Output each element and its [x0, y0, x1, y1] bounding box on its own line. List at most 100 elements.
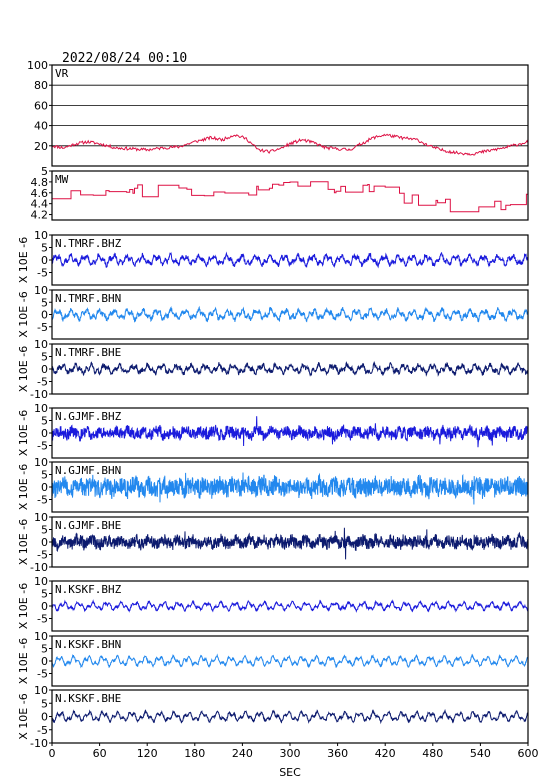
y-tick-label: -5: [37, 440, 48, 453]
y-tick-label: 5: [41, 643, 48, 656]
y-axis-label: X 10E -6: [17, 464, 30, 510]
y-tick-label: 5: [41, 242, 48, 255]
y-tick-label: -10: [30, 388, 48, 401]
x-tick-label: 480: [422, 747, 443, 760]
series-line: [52, 527, 528, 560]
y-tick-label: 5: [41, 351, 48, 364]
y-tick-label: -5: [37, 321, 48, 334]
panel-label: N.KSKF.BHE: [55, 692, 121, 705]
y-axis-label: X 10E -6: [17, 237, 30, 283]
y-tick-label: 80: [34, 79, 48, 92]
panel-label: VR: [55, 67, 69, 80]
x-tick-label: 420: [375, 747, 396, 760]
y-tick-label: -5: [37, 724, 48, 737]
y-tick-label: 10: [34, 575, 48, 588]
y-axis-label: X 10E -6: [17, 346, 30, 392]
x-tick-label: 600: [518, 747, 539, 760]
panels: 20406080100VR4.24.44.64.85MW-50510N.TMRF…: [17, 59, 529, 750]
panel-label: N.GJMF.BHZ: [55, 410, 122, 423]
panel-label: N.GJMF.BHN: [55, 464, 121, 477]
y-tick-label: -5: [37, 267, 48, 280]
y-tick-label: 10: [34, 456, 48, 469]
panel-label: N.GJMF.BHE: [55, 519, 121, 532]
series-line: [52, 472, 528, 505]
panel-label: N.KSKF.BHN: [55, 638, 121, 651]
panel-1: 4.24.44.64.85 MW: [31, 165, 529, 222]
y-tick-label: 4.6: [31, 187, 49, 200]
x-axis-label: SEC: [279, 766, 301, 779]
panel-0: 20 40 60 80 100 VR: [27, 59, 529, 167]
y-tick-label: 10: [34, 630, 48, 643]
series-line: [52, 708, 528, 725]
y-tick-label: -10: [30, 737, 48, 750]
y-tick-label: 5: [41, 415, 48, 428]
y-tick-label: 40: [34, 120, 48, 133]
series-line: [52, 599, 528, 613]
series-line: [52, 305, 528, 323]
y-axis-label: X 10E -6: [17, 583, 30, 629]
panel-label: N.TMRF.BHZ: [55, 237, 122, 250]
datetime-header: 2022/08/24 00:10: [62, 51, 187, 66]
x-tick-label: 360: [327, 747, 348, 760]
panel-label: N.TMRF.BHN: [55, 292, 121, 305]
y-tick-label: 100: [27, 59, 48, 72]
x-tick-label: 0: [49, 747, 56, 760]
x-tick-label: 60: [93, 747, 107, 760]
series-line: [52, 133, 528, 156]
series-line: [52, 181, 528, 213]
y-tick-label: 20: [34, 140, 48, 153]
panel-label: MW: [55, 173, 69, 186]
y-tick-label: 10: [34, 229, 48, 242]
y-tick-label: 5: [41, 697, 48, 710]
y-tick-label: 10: [34, 338, 48, 351]
y-axis-label: X 10E -6: [17, 410, 30, 456]
y-axis-label: X 10E -6: [17, 291, 30, 337]
x-tick-label: 240: [232, 747, 253, 760]
y-tick-label: 5: [41, 469, 48, 482]
y-tick-label: 0: [41, 309, 48, 322]
series-line: [52, 416, 528, 448]
y-tick-label: 5: [41, 588, 48, 601]
y-axis-label: X 10E -6: [17, 519, 30, 565]
y-tick-label: 0: [41, 427, 48, 440]
x-tick-label: 180: [184, 747, 205, 760]
y-tick-label: -5: [37, 549, 48, 562]
x-tick-label: 300: [280, 747, 301, 760]
series-line: [52, 360, 528, 377]
y-tick-label: 0: [41, 600, 48, 613]
x-tick-label: 540: [470, 747, 491, 760]
y-tick-label: 60: [34, 99, 48, 112]
panel-frame: [51, 170, 529, 221]
y-tick-label: 4.4: [31, 198, 49, 211]
y-tick-label: -5: [37, 376, 48, 389]
panel-frame: [51, 64, 529, 167]
panel-frame: [51, 234, 529, 286]
x-tick-label: 120: [137, 747, 158, 760]
y-tick-label: -5: [37, 613, 48, 626]
y-tick-label: 5: [41, 165, 48, 178]
y-tick-label: 0: [41, 655, 48, 668]
y-axis-label: X 10E -6: [17, 693, 30, 739]
y-tick-label: 0: [41, 536, 48, 549]
series-line: [52, 653, 528, 669]
panel-label: N.KSKF.BHZ: [55, 583, 122, 596]
y-tick-label: 10: [34, 511, 48, 524]
x-axis: 0 60 120 180 240 300 360 420 480 540 600: [49, 743, 539, 760]
y-tick-label: -10: [30, 561, 48, 574]
y-tick-label: 10: [34, 284, 48, 297]
y-tick-label: 4.8: [31, 176, 49, 189]
y-tick-label: 4.2: [31, 209, 49, 222]
y-tick-label: -5: [37, 668, 48, 681]
series-line: [52, 251, 528, 269]
y-tick-label: 0: [41, 711, 48, 724]
y-tick-label: 10: [34, 402, 48, 415]
panel-label: N.TMRF.BHE: [55, 346, 121, 359]
y-tick-label: 0: [41, 254, 48, 267]
